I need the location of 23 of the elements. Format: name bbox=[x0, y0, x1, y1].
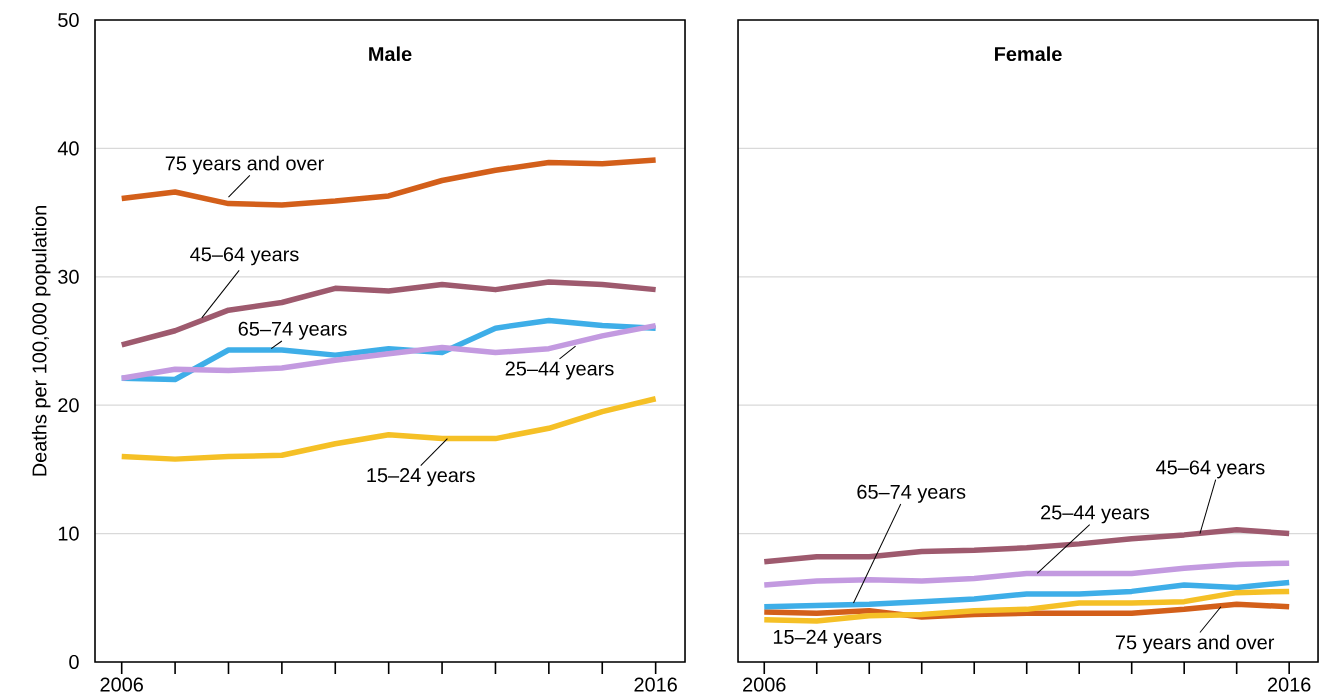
y-tick-label: 40 bbox=[57, 141, 79, 156]
series-label: 75 years and over bbox=[1115, 634, 1275, 654]
text: 25–44 years bbox=[1041, 505, 1150, 524]
text: Male bbox=[369, 46, 412, 62]
series-label: 65–74 years bbox=[238, 321, 347, 340]
text: 65–74 years bbox=[857, 484, 966, 503]
series-label: 15–24 years bbox=[773, 629, 882, 648]
series-label: 25–44 years bbox=[505, 361, 614, 380]
y-tick-label: 30 bbox=[58, 269, 79, 284]
y-tick-label: 0 bbox=[69, 654, 79, 670]
x-tick-label: 2006 bbox=[743, 677, 786, 692]
x-tick-label: 2016 bbox=[634, 677, 677, 692]
text: Female bbox=[995, 46, 1062, 62]
series-label: 75 years and over bbox=[165, 155, 324, 175]
y-tick-label: 10 bbox=[58, 526, 79, 541]
series-label: 45–64 years bbox=[190, 247, 299, 266]
x-tick-label: 2016 bbox=[1268, 677, 1311, 692]
y-tick-label: 50 bbox=[58, 12, 79, 28]
text: 45–64 years bbox=[1156, 460, 1265, 479]
y-axis-title: Deaths per 100,000 population bbox=[31, 206, 51, 476]
x-tick-label: 2006 bbox=[100, 677, 143, 692]
y-tick-label: 20 bbox=[58, 398, 79, 413]
series-label: 15–24 years bbox=[367, 468, 475, 487]
